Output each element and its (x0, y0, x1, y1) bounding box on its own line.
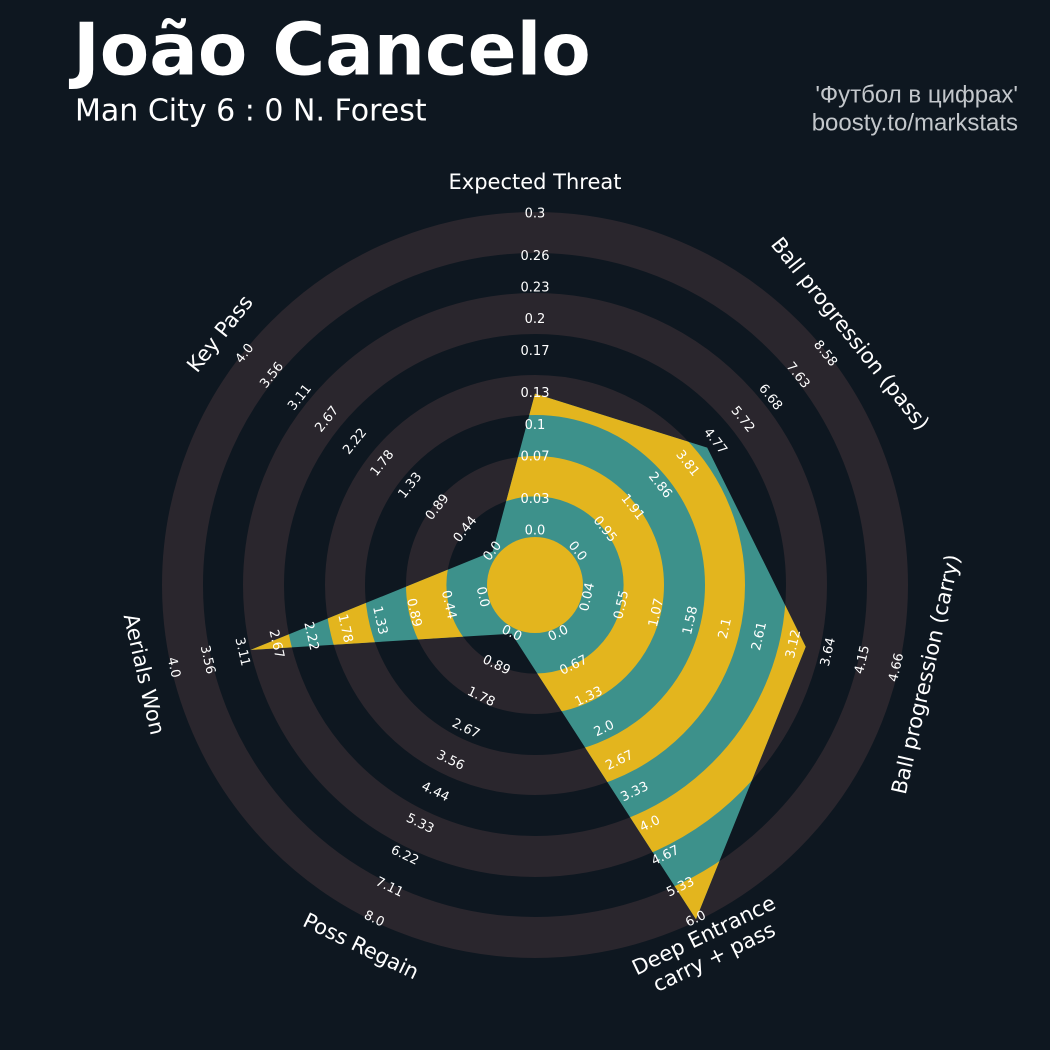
tick-label: 0.04 (577, 581, 598, 613)
tick-label: 3.64 (818, 636, 839, 668)
tick-label: 3.56 (197, 644, 218, 676)
tick-label: 1.07 (646, 597, 667, 629)
tick-label: 0.07 (521, 450, 550, 465)
tick-label: 0.2 (525, 312, 546, 327)
tick-label: 0.0 (473, 585, 492, 609)
tick-label: 3.12 (783, 628, 804, 660)
credit: 'Футбол в цифрах' (815, 81, 1018, 108)
tick-label: 1.58 (680, 605, 701, 637)
tick-label: 0.89 (403, 597, 424, 629)
tick-label: 4.66 (886, 652, 907, 684)
tick-label: 0.26 (521, 249, 550, 264)
tick-label: 4.0 (164, 656, 183, 680)
tick-label: 3.11 (232, 636, 253, 668)
tick-label: 0.3 (525, 207, 546, 222)
tick-label: 4.15 (852, 644, 873, 676)
chart-title: João Cancelo (68, 8, 591, 92)
tick-label: 0.0 (525, 524, 546, 539)
tick-label: 2.67 (266, 628, 287, 660)
tick-label: 1.33 (369, 605, 390, 637)
credit: boosty.to/markstats (812, 109, 1018, 136)
tick-label: 0.17 (521, 344, 550, 359)
tick-label: 0.13 (521, 386, 550, 401)
param-label: Expected Threat (449, 170, 622, 194)
ring (162, 212, 908, 958)
radar-area (250, 393, 806, 920)
tick-label: 0.03 (521, 492, 550, 507)
tick-label: 0.1 (525, 418, 546, 433)
tick-label: 2.1 (716, 617, 735, 641)
tick-label: 0.55 (611, 589, 632, 621)
tick-label: 1.78 (334, 613, 355, 645)
ring (487, 537, 583, 633)
tick-label: 2.22 (300, 620, 321, 652)
ring (243, 293, 827, 877)
tick-label: 0.44 (438, 589, 459, 621)
tick-label: 2.61 (749, 620, 770, 652)
chart-subtitle: Man City 6 : 0 N. Forest (75, 94, 427, 129)
tick-label: 0.23 (521, 280, 550, 295)
